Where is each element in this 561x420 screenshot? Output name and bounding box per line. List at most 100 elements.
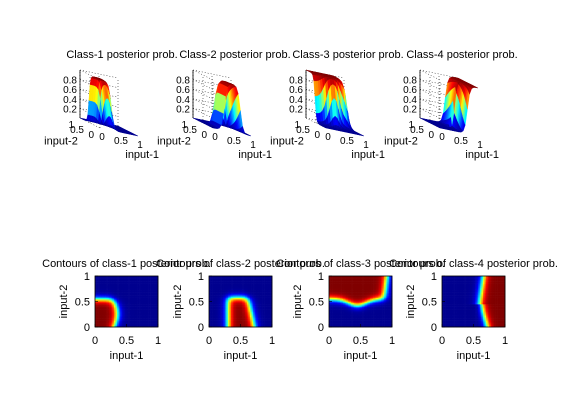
- grid-line: [305, 98, 345, 108]
- surface-panel: Class-2 posterior prob.0.20.40.60.810.5 0…: [157, 49, 290, 161]
- z-tick-label: 0.8: [63, 76, 77, 87]
- z-tick-label: 0.4: [63, 95, 77, 106]
- x-tick-label: 0.5: [340, 136, 354, 147]
- grid-line: [419, 88, 441, 100]
- x-axis-label: input-1: [224, 350, 258, 362]
- x-axis-label: input-1: [110, 350, 144, 362]
- grid-line: [192, 98, 214, 110]
- grid-line: [192, 69, 214, 81]
- grid-line: [419, 108, 441, 119]
- surface-panel: Class-3 posterior prob.0.20.40.60.810.5 0…: [270, 49, 403, 161]
- grid-line: [419, 88, 459, 98]
- y-tick-label: 0: [88, 130, 94, 141]
- y-axis-label: input-2: [44, 136, 78, 148]
- grid-line: [192, 98, 232, 108]
- grid-line: [79, 98, 119, 108]
- y-tick-label: 1: [181, 120, 187, 131]
- x-tick-label: 0.5: [227, 136, 241, 147]
- surface-panel: Class-1 posterior prob. 0.20.40.60.8 10.5 0…: [44, 49, 177, 161]
- surface-panel: Class-4 posterior prob.0.20.40.60.810.5 0…: [384, 49, 517, 161]
- surface-title: Class-4 posterior prob.: [406, 49, 517, 61]
- grid-line: [419, 69, 459, 79]
- z-tick-label: 0.2: [176, 104, 190, 115]
- grid-line: [419, 69, 441, 81]
- y-axis-label: input-2: [172, 285, 184, 319]
- y-axis-label: input-2: [270, 136, 304, 148]
- grid-line: [419, 98, 459, 108]
- grid-line: [305, 88, 345, 98]
- grid-line: [419, 79, 459, 88]
- grid-line: [192, 79, 214, 90]
- y-tick-label: 0.5: [70, 125, 84, 136]
- x-tick-label: 0: [439, 132, 445, 143]
- y-axis-label: input-2: [157, 136, 191, 148]
- grid-line: [79, 79, 119, 88]
- y-tick-label: 1: [294, 120, 300, 131]
- surface-facet: [134, 134, 139, 137]
- z-tick-label: 0.8: [176, 76, 190, 87]
- y-tick-label: 0.5: [183, 125, 197, 136]
- y-tick-label: 0.5: [75, 297, 90, 309]
- y-tick-label: 0: [428, 130, 434, 141]
- y-tick-label: 0: [201, 130, 207, 141]
- y-tick-label: 1: [84, 271, 90, 283]
- z-tick-label: 0.6: [176, 85, 190, 96]
- surface-facet: [474, 86, 479, 89]
- x-axis-label: input-1: [238, 149, 272, 161]
- z-tick-label: 0.2: [63, 104, 77, 115]
- x-tick-label: 0.5: [454, 136, 468, 147]
- grid-line: [192, 108, 214, 119]
- y-tick-label: 1: [68, 120, 74, 131]
- grid-line: [192, 79, 232, 88]
- surface-facet: [360, 134, 365, 137]
- grid-line: [419, 79, 441, 90]
- y-tick-label: 0.5: [296, 125, 310, 136]
- surface-title: Class-3 posterior prob.: [292, 49, 403, 61]
- grid-line: [419, 108, 459, 117]
- y-tick-label: 0.5: [189, 297, 204, 309]
- grid-line: [79, 108, 119, 117]
- x-axis-label: input-1: [125, 149, 159, 161]
- y-tick-label: 0: [84, 322, 90, 334]
- grid-line: [192, 88, 214, 100]
- x-tick-label: 1: [269, 335, 275, 347]
- z-tick-label: 0.4: [176, 95, 190, 106]
- grid-line: [305, 79, 345, 88]
- x-axis-label: input-1: [351, 149, 385, 161]
- z-tick-label: 0.2: [289, 104, 303, 115]
- grid-line: [305, 108, 345, 117]
- grid-line: [305, 117, 345, 127]
- z-tick-label: 0.4: [403, 95, 417, 106]
- x-tick-label: 0: [206, 335, 212, 347]
- x-tick-label: 0.5: [233, 335, 248, 347]
- surface-facet: [247, 134, 252, 137]
- grid-line: [192, 88, 232, 98]
- z-tick-label: 0.8: [403, 76, 417, 87]
- x-axis-label: input-1: [465, 149, 499, 161]
- x-tick-label: 1: [155, 335, 161, 347]
- z-tick-label: 0.6: [403, 85, 417, 96]
- y-tick-label: 0.5: [410, 125, 424, 136]
- surface-title: Class-2 posterior prob.: [179, 49, 290, 61]
- y-axis-label: input-2: [384, 136, 418, 148]
- surface-title: Class-1 posterior prob.: [66, 49, 177, 61]
- grid-line: [79, 69, 119, 79]
- grid-line: [419, 98, 441, 110]
- contour-panel: Contours of class-3 posterior prob.000.5…: [276, 258, 445, 362]
- z-tick-label: 0.6: [63, 85, 77, 96]
- y-tick-label: 0: [198, 322, 204, 334]
- grid-line: [192, 108, 232, 117]
- x-tick-label: 0: [325, 132, 331, 143]
- z-tick-label: 0.4: [289, 95, 303, 106]
- x-tick-label: 0: [99, 132, 105, 143]
- z-tick-label: 0.6: [289, 85, 303, 96]
- x-tick-label: 0: [212, 132, 218, 143]
- x-tick-label: 1: [363, 140, 369, 151]
- contour-panel: Contours of class-1 posterior prob.000.5…: [42, 258, 211, 362]
- x-tick-label: 0: [92, 335, 98, 347]
- grid-line: [192, 69, 232, 79]
- z-tick-label: 0.8: [289, 76, 303, 87]
- y-tick-label: 1: [198, 271, 204, 283]
- y-axis-label: input-2: [58, 285, 70, 319]
